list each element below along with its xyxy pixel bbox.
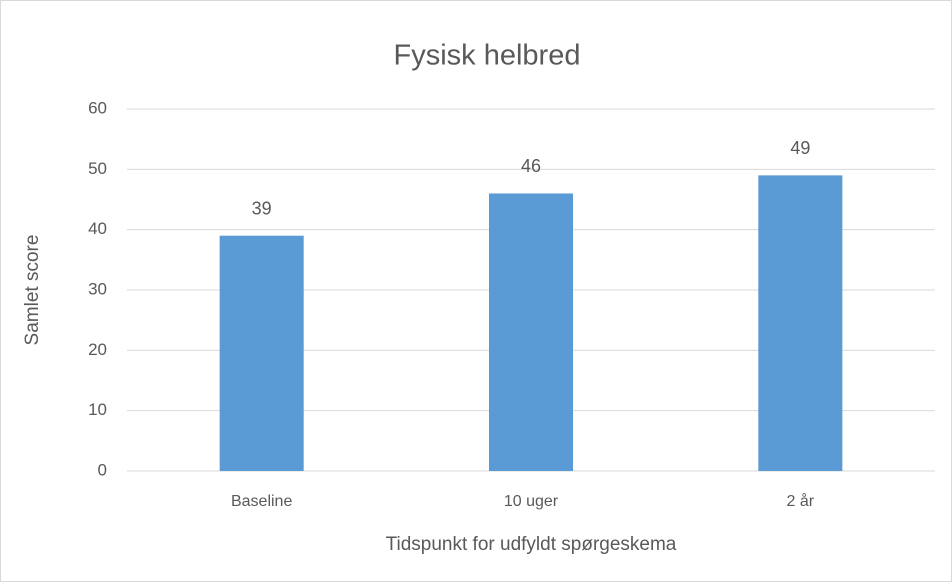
- y-tick-label: 60: [88, 98, 107, 117]
- y-tick-label: 20: [88, 340, 107, 359]
- y-axis-label: Samlet score: [22, 235, 43, 346]
- data-label: 46: [521, 156, 541, 176]
- data-label: 39: [252, 198, 272, 218]
- chart-title: Fysisk helbred: [394, 40, 581, 72]
- x-tick-label: 2 år: [787, 492, 815, 510]
- x-tick-label: Baseline: [231, 493, 292, 510]
- bar: [219, 235, 304, 471]
- data-label: 49: [790, 138, 810, 158]
- x-axis-label: Tidspunkt for udfyldt spørgeskema: [386, 534, 677, 555]
- bar: [488, 193, 574, 471]
- y-tick-label: 0: [98, 460, 107, 479]
- y-tick-label: 40: [88, 219, 107, 238]
- y-tick-label: 10: [88, 400, 107, 419]
- y-tick-label: 30: [88, 279, 107, 298]
- bar: [758, 175, 843, 471]
- y-tick-label: 50: [88, 159, 107, 178]
- x-tick-label: 10 uger: [504, 493, 559, 510]
